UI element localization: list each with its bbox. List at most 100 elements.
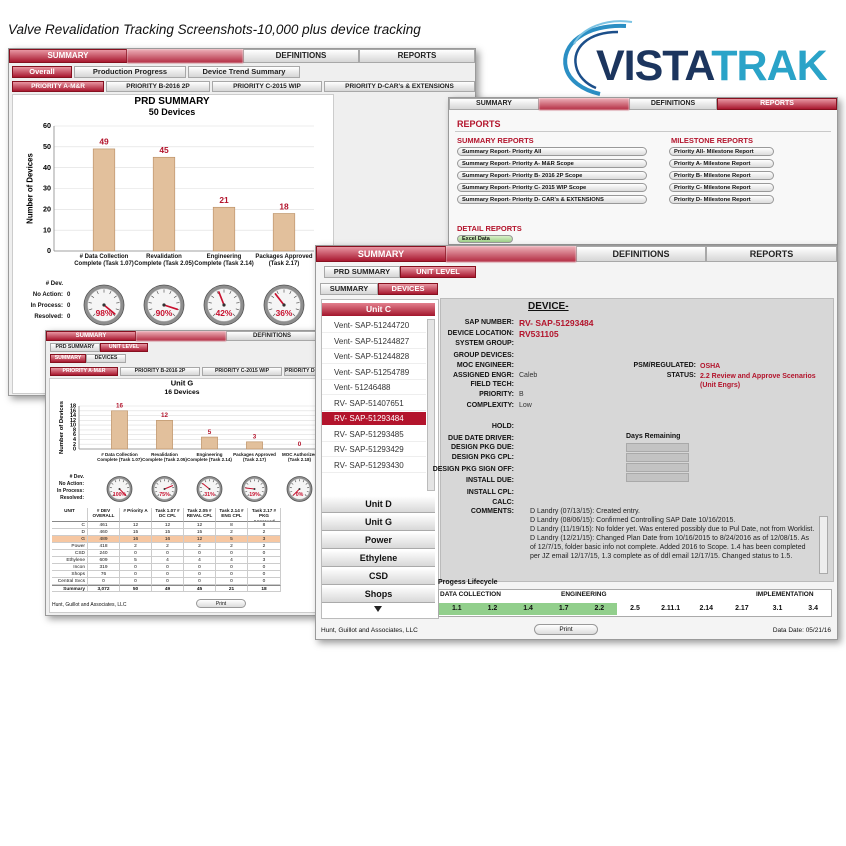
- window: SUMMARY DEFINITIONS PRD SUMMARY UNIT LEVEL S…: [45, 330, 319, 616]
- divider: [455, 131, 831, 132]
- table-cell: 15: [184, 529, 216, 536]
- report-button[interactable]: Priority All- Milestone Report: [669, 147, 774, 156]
- table-cell: 0: [184, 571, 216, 578]
- table-cell: 50: [120, 585, 152, 592]
- report-button[interactable]: Priority C- Milestone Report: [669, 183, 774, 192]
- gauge-tick: [89, 308, 93, 311]
- unit-item[interactable]: Unit D: [322, 496, 435, 513]
- tab[interactable]: DEFINITIONS: [226, 331, 318, 341]
- report-button[interactable]: Summary Report- Priority C- 2015 WIP Sco…: [457, 183, 647, 192]
- tab[interactable]: DEFINITIONS: [576, 246, 706, 262]
- tab[interactable]: Overall: [12, 66, 72, 78]
- tab[interactable]: SUMMARY: [9, 49, 127, 63]
- table-cell: 4: [216, 557, 248, 564]
- device-item[interactable]: RV- SAP-51293430: [322, 459, 426, 473]
- device-item[interactable]: Vent- SAP-51254789: [322, 366, 426, 380]
- report-button[interactable]: Summary Report- Priority All: [457, 147, 647, 156]
- tab[interactable]: PRD SUMMARY: [50, 343, 100, 352]
- value-label: 16: [116, 403, 124, 410]
- table-cell: Shops: [52, 571, 88, 578]
- device-item[interactable]: RV- SAP-51293484: [322, 412, 426, 425]
- tab[interactable]: REPORTS: [717, 98, 837, 110]
- tab[interactable]: PRIORITY B-2016 2P: [106, 81, 210, 92]
- tab[interactable]: SUMMARY: [316, 246, 446, 262]
- logo-text: VISTATRAK: [596, 42, 828, 90]
- table-cell: 0: [120, 550, 152, 557]
- report-button[interactable]: Priority B- Milestone Report: [669, 171, 774, 180]
- report-button[interactable]: Priority A- Milestone Report: [669, 159, 774, 168]
- tab[interactable]: Device Trend Summary: [188, 66, 300, 78]
- table-header: # DEV OVERALL: [88, 508, 120, 522]
- blurred-tab[interactable]: [127, 49, 243, 63]
- device-item[interactable]: RV- SAP-51293429: [322, 443, 426, 457]
- device-item[interactable]: Vent- SAP-51244720: [322, 319, 426, 333]
- device-item[interactable]: Vent- SAP-51244827: [322, 335, 426, 349]
- tab[interactable]: DEVICES: [86, 354, 126, 363]
- tab[interactable]: PRIORITY D-CAR's & EXTENSIONS: [284, 367, 318, 376]
- logo-second: TRAK: [711, 42, 827, 90]
- table-cell: 18: [248, 585, 281, 592]
- tab[interactable]: PRIORITY A-M&R: [12, 81, 104, 92]
- tab[interactable]: PRIORITY B-2016 2P: [120, 367, 200, 376]
- blurred-tab[interactable]: [136, 331, 226, 341]
- report-button[interactable]: Summary Report- Priority D- CAR's & EXTE…: [457, 195, 647, 204]
- report-button[interactable]: Summary Report- Priority A- M&R Scope: [457, 159, 647, 168]
- table-cell: 2: [248, 529, 281, 536]
- device-item[interactable]: RV- SAP-51407651: [322, 397, 426, 411]
- tab[interactable]: SUMMARY: [320, 283, 378, 295]
- table-cell: 0: [216, 550, 248, 557]
- tab[interactable]: DEFINITIONS: [629, 98, 717, 110]
- gauge-tick: [259, 494, 262, 497]
- gauge-tick: [208, 302, 212, 304]
- report-button[interactable]: Summary Report- Priority B- 2016 2P Scop…: [457, 171, 647, 180]
- tab[interactable]: SUMMARY: [46, 331, 136, 341]
- table-cell: 0: [184, 578, 216, 585]
- tab[interactable]: PRIORITY A-M&R: [50, 367, 118, 376]
- tab[interactable]: SUMMARY: [50, 354, 86, 363]
- gauge-tick: [232, 313, 236, 317]
- table-cell: 21: [216, 585, 248, 592]
- print-button[interactable]: Print: [196, 599, 246, 608]
- tab[interactable]: UNIT LEVEL: [400, 266, 476, 278]
- report-button[interactable]: Priority D- Milestone Report: [669, 195, 774, 204]
- tab[interactable]: SUMMARY: [449, 98, 539, 110]
- open-unit[interactable]: Unit C: [322, 303, 435, 316]
- gauge-tick: [172, 313, 176, 317]
- tab[interactable]: PRIORITY C-2015 WIP: [202, 367, 282, 376]
- print-button[interactable]: Print: [534, 624, 598, 635]
- tab[interactable]: PRIORITY C-2015 WIP: [212, 81, 322, 92]
- gauge-label: 75%: [159, 492, 170, 498]
- gauge-tick: [229, 290, 232, 295]
- blurred-tab[interactable]: [539, 98, 629, 110]
- table-cell: 12: [184, 536, 216, 543]
- tab[interactable]: Production Progress: [74, 66, 186, 78]
- device-item[interactable]: RV- SAP-51293485: [322, 428, 426, 442]
- unit-item[interactable]: Unit G: [322, 514, 435, 531]
- gauge-tick: [112, 494, 115, 497]
- unit-item[interactable]: Shops: [322, 586, 435, 603]
- unit-item[interactable]: CSD: [322, 568, 435, 585]
- table-cell: 461: [88, 522, 120, 529]
- gauge-tick: [212, 480, 215, 483]
- unit-item[interactable]: Ethylene: [322, 550, 435, 567]
- lifecycle-step: 2.11.1: [661, 605, 681, 612]
- tab[interactable]: DEVICES: [378, 283, 438, 295]
- value-label: 45: [159, 145, 169, 155]
- report-button[interactable]: Excel Data: [457, 235, 513, 243]
- tab[interactable]: REPORTS: [359, 49, 475, 63]
- tab[interactable]: REPORTS: [706, 246, 837, 262]
- tab[interactable]: UNIT LEVEL: [100, 343, 148, 352]
- tab[interactable]: PRIORITY D-CAR's & EXTENSIONS: [324, 81, 475, 92]
- tab[interactable]: PRD SUMMARY: [324, 266, 400, 278]
- device-item[interactable]: Vent- 51246488: [322, 381, 426, 395]
- blurred-tab[interactable]: [446, 246, 576, 262]
- unit-item[interactable]: Power: [322, 532, 435, 549]
- table-cell: 0: [184, 550, 216, 557]
- value-label: 0: [298, 441, 302, 448]
- device-item[interactable]: Vent- SAP-51244828: [322, 350, 426, 364]
- lifecycle-step: 1.7: [545, 603, 582, 615]
- tab[interactable]: DEFINITIONS: [243, 49, 359, 63]
- gauge-label: 31%: [204, 492, 215, 498]
- table-cell: 3: [248, 557, 281, 564]
- table-cell: 0: [248, 578, 281, 585]
